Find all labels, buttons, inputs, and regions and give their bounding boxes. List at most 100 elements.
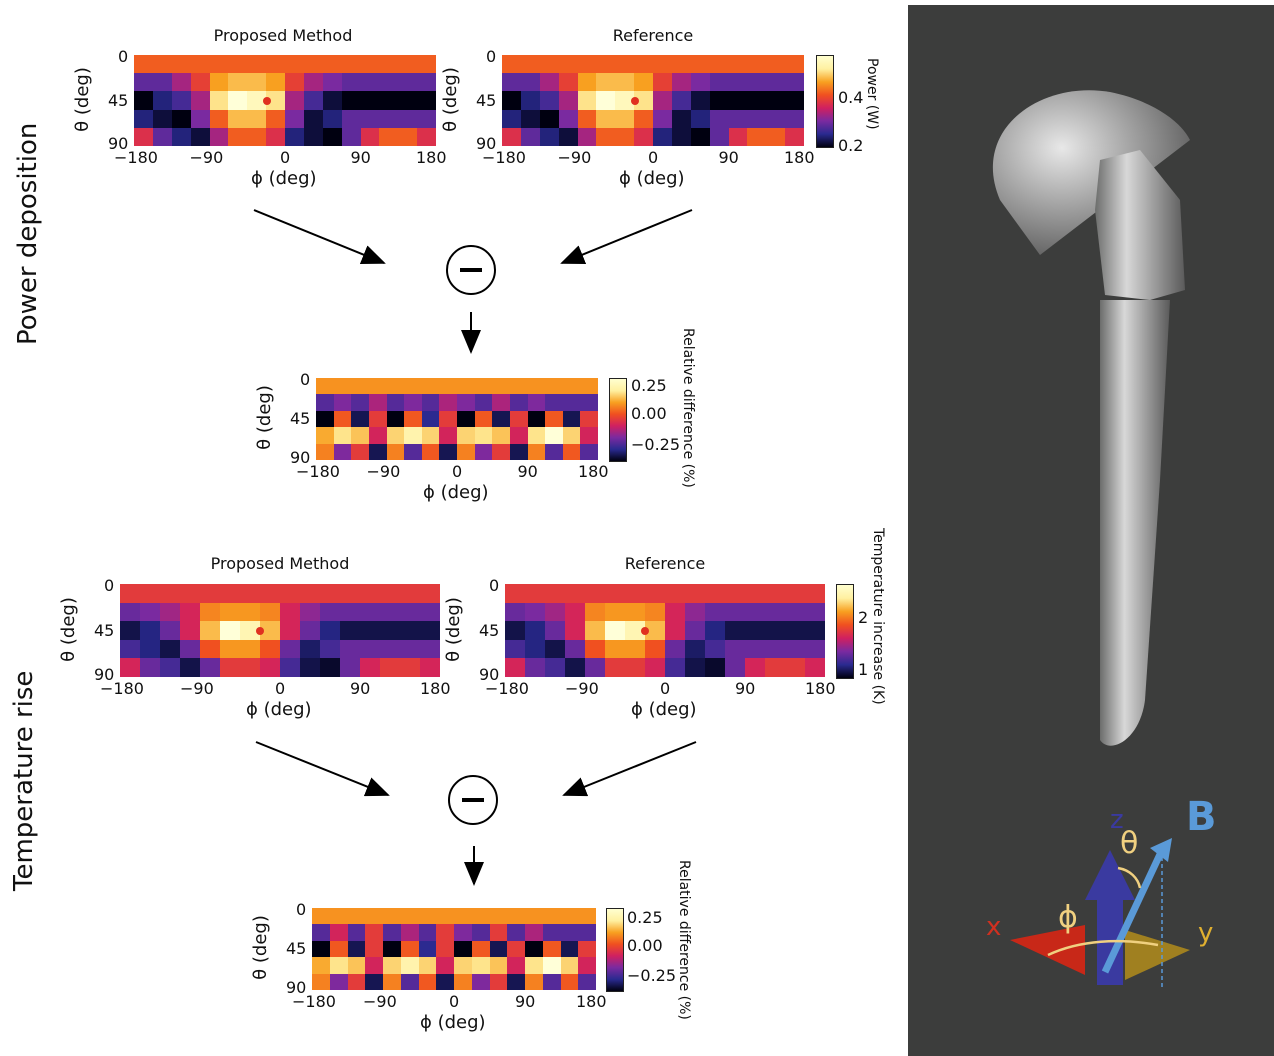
heatmap-cell [474, 443, 493, 460]
heatmap-cell [580, 427, 598, 444]
z-axis-cone [1085, 850, 1135, 900]
heatmap-cell [380, 621, 400, 640]
heatmap-cell [542, 957, 561, 974]
heatmap-cell [457, 427, 475, 444]
heatmap-cell [300, 658, 320, 677]
heatmap-cell [312, 924, 330, 941]
theta-tick-label: 0 [486, 47, 497, 66]
heatmap-cell [507, 957, 525, 974]
heatmap-cell [685, 602, 705, 622]
heatmap-cell [585, 584, 605, 603]
heatmap-cell [379, 91, 399, 110]
heatmap-cell [671, 55, 691, 74]
heatmap-cell [365, 908, 383, 925]
heatmap-cell [347, 957, 366, 974]
heatmap-cell [417, 109, 436, 128]
heatmap-cell [303, 127, 323, 146]
heatmap-cell [766, 55, 786, 74]
heatmap-cell [745, 658, 765, 677]
heatmap-cell [502, 55, 521, 74]
heatmap-cell [634, 127, 653, 146]
heatmap-cell [578, 908, 596, 925]
heatmap-cell [615, 91, 635, 110]
heatmap-cell [653, 55, 672, 74]
heatmap-cell [312, 940, 330, 958]
heatmap-cell [471, 924, 490, 941]
theta-tick-label: 45 [476, 90, 497, 110]
heatmap-cell [398, 73, 418, 92]
heatmap-cell [280, 584, 300, 603]
heatmap-cell [502, 73, 521, 92]
cbar-diff-tick: −0.25 [631, 435, 681, 454]
heatmap-cell [285, 55, 304, 74]
heatmap-cell [505, 658, 525, 677]
heatmap-cell [747, 127, 767, 146]
heatmap-cell [152, 109, 172, 128]
heatmap-cell [280, 639, 300, 659]
theta-tick-label: 45 [479, 620, 500, 640]
heatmap-cell [300, 584, 320, 603]
heatmap-cell [329, 940, 348, 958]
phi-tick-label: −90 [363, 992, 397, 1011]
heatmap-cell [418, 957, 437, 974]
heatmap-cell [560, 908, 579, 925]
heatmap-cell [805, 602, 825, 622]
heatmap-cell [120, 639, 140, 659]
heatmap-cell [341, 127, 361, 146]
heatmap-cell [312, 973, 330, 990]
heatmap-temp-proposed [120, 584, 440, 677]
heatmap-cell [709, 127, 729, 146]
heatmap-cell [383, 973, 401, 990]
heatmap-cell [404, 443, 422, 460]
heatmap-cell [558, 55, 578, 74]
phi-tick-label: 90 [735, 679, 756, 698]
heatmap-cell [380, 658, 400, 677]
heatmap-cell [120, 602, 140, 622]
heatmap-cell [525, 584, 545, 603]
phi-tick-label: 180 [784, 148, 815, 167]
heatmap-cell [351, 378, 369, 395]
glyph-label-y: y [1198, 918, 1214, 948]
heatmap-cell [728, 109, 748, 128]
heatmap-cell [368, 443, 387, 460]
heatmap-cell [492, 427, 510, 444]
heatmap-cell [785, 127, 804, 146]
heatmap-cell [578, 940, 596, 958]
heatmap-cell [625, 584, 645, 603]
heatmap-cell [509, 410, 528, 428]
humeral-implant [992, 90, 1190, 746]
phi-tick-label: 90 [350, 148, 371, 167]
phi-tick-label: −90 [565, 679, 599, 698]
heatmap-cell [539, 73, 559, 92]
heatmap-cell [745, 639, 765, 659]
heatmap-cell [539, 127, 559, 146]
heatmap-cell [585, 621, 605, 640]
heatmap-cell [266, 73, 285, 92]
heatmap-cell [120, 621, 140, 640]
heatmap-cell [560, 973, 579, 990]
heatmap-cell [765, 639, 785, 659]
phi-axis-label: ϕ (deg) [619, 168, 685, 189]
heatmap-cell [329, 924, 348, 941]
colorbar-power-difference [609, 378, 627, 462]
heatmap-cell [439, 394, 457, 411]
heatmap-cell [634, 91, 653, 110]
phi-tick-label: 180 [578, 462, 609, 481]
heatmap-cell [545, 427, 563, 444]
heatmap-cell [152, 55, 172, 74]
heatmap-cell [471, 908, 490, 925]
heatmap-cell [421, 410, 440, 428]
heatmap-cell [247, 109, 267, 128]
heatmap-cell [303, 109, 323, 128]
b-field-arrowhead [1150, 838, 1172, 862]
heatmap-cell [160, 584, 180, 603]
heatmap-power-reference [502, 55, 804, 146]
heatmap-cell [578, 973, 596, 990]
heatmap-cell [671, 127, 691, 146]
heatmap-cell [160, 639, 180, 659]
arrow [255, 741, 390, 797]
heatmap-cell [709, 55, 729, 74]
heatmap-cell [420, 621, 440, 640]
heatmap-cell [457, 378, 475, 395]
heatmap-power-proposed [134, 55, 436, 146]
